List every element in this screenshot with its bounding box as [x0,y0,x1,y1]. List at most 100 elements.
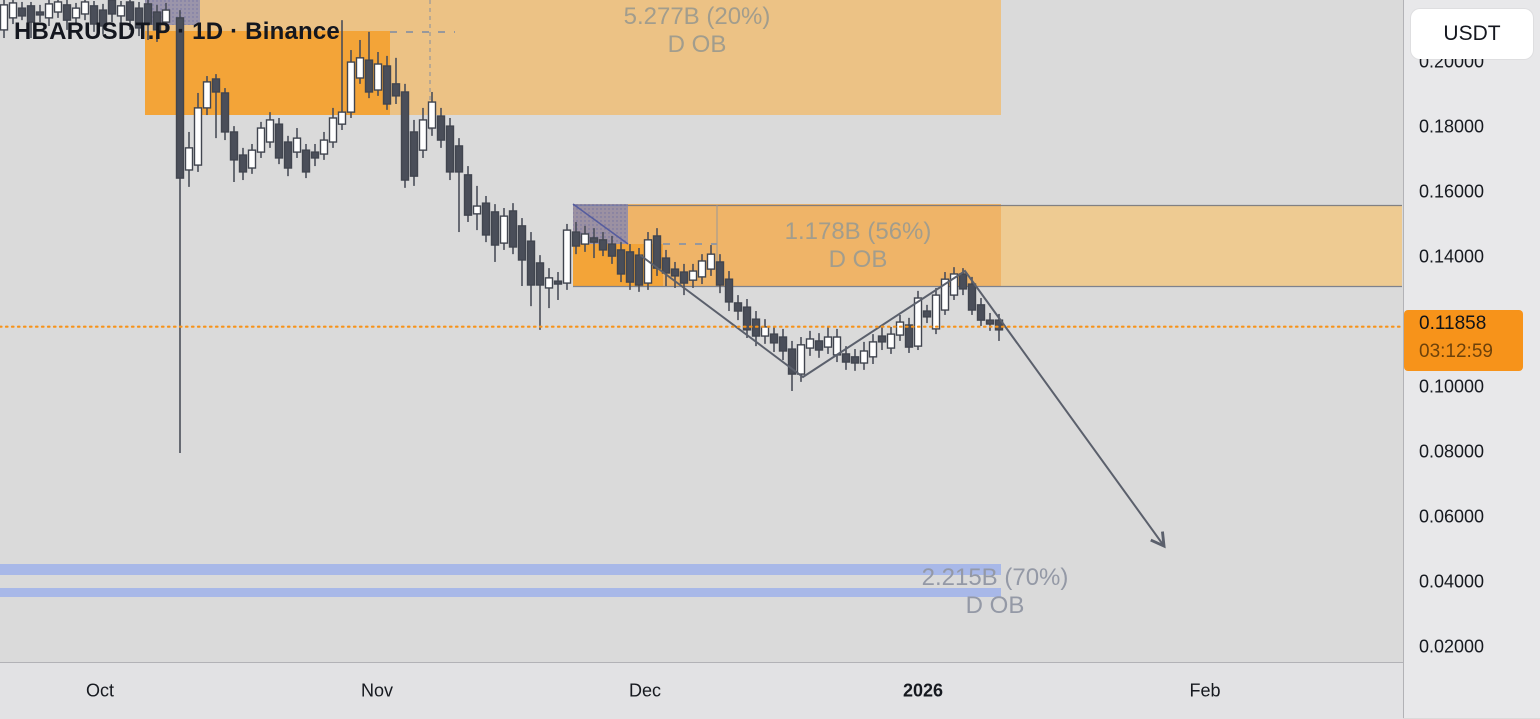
price-tick-label: 0.18000 [1419,116,1485,137]
candle-down [274,123,284,159]
candle-down [589,237,599,243]
candle-down [778,336,788,352]
candlestick-chart[interactable] [0,0,1403,662]
candle-down [62,4,72,21]
candle-down [625,251,635,283]
bar-countdown: 03:12:59 [1419,340,1493,362]
candle-up [499,215,509,244]
candle-down [17,7,27,17]
candle-down [571,231,581,247]
candle-up [161,9,171,23]
currency-toggle-button[interactable]: USDT [1411,9,1533,59]
candle-up [931,294,941,330]
candle-up [337,111,347,125]
candle-down [89,5,99,25]
candle-down [436,115,446,141]
price-tick-label: 0.06000 [1419,506,1485,527]
candle-up [319,139,329,155]
candle-up [886,333,896,349]
candle-up [355,57,365,79]
candle-up [949,273,959,296]
price-tick-label: 0.08000 [1419,441,1485,462]
candle-down [143,3,153,25]
candle-up [80,1,90,15]
daily-ob-lower-zone [0,564,1001,575]
candle-down [985,319,995,325]
candle-down [661,257,671,274]
candle-up [247,149,257,169]
candle-up [760,326,770,337]
candle-up [472,205,482,215]
time-tick-label: Feb [1189,680,1221,701]
candle-down [364,59,374,93]
candle-up [256,127,266,153]
candle-up [868,341,878,358]
candle-down [733,302,743,312]
candle-down [742,306,752,331]
candle-down [607,243,617,257]
last-price-badge: 0.11858 03:12:59 [1404,309,1523,371]
candle-down [229,131,239,161]
candle-down [382,65,392,105]
candle-down [679,271,689,284]
candle-up [544,277,554,289]
candle-up [0,4,9,31]
candle-down [877,335,887,343]
candle-down [107,0,117,15]
price-axis[interactable]: 0.11858 03:12:59 0.20000 0.18000 0.16000 0.… [1403,0,1540,718]
candle-down [634,254,644,286]
candle-up [940,278,950,311]
candle-down [652,235,662,269]
candle-down [481,202,491,236]
candle-up [697,260,707,278]
candle-down [391,83,401,97]
candle-up [53,1,63,13]
time-axis[interactable]: Oct Nov Dec 2026 Feb [0,662,1403,719]
price-tick-label: 0.10000 [1419,376,1485,397]
candle-up [913,297,923,347]
mitigation-diagonal [572,203,629,245]
symbol-legend-title[interactable]: HBARUSDT.P · 1D · Binance [14,18,340,45]
daily-ob-mid-zone [1001,205,1402,286]
candle-down [454,145,464,173]
candle-up [71,7,81,19]
chart-canvas[interactable]: 5.277B (20%) D OB 1.178B (56%) D OB 2.21… [0,0,1403,662]
candle-down [463,174,473,216]
time-tick-label: Oct [85,680,115,701]
candle-down [175,17,185,179]
time-tick-label: Dec [628,680,662,701]
candle-down [967,283,977,311]
candle-up [688,270,698,281]
candle-up [895,321,905,336]
candle-down [535,262,545,286]
candle-down [301,149,311,173]
candle-down [152,11,162,31]
candle-up [580,233,590,245]
candle-down [220,92,230,133]
candle-down [670,268,680,277]
candle-down [553,280,563,285]
time-tick-label: 2026 [902,680,944,701]
candle-down [904,324,914,348]
candle-down [976,304,986,321]
candle-down [490,211,500,246]
candle-up [796,344,806,375]
candle-down [35,11,45,16]
candle-up [346,61,356,113]
candle-down [994,319,1004,331]
candle-down [787,348,797,375]
candle-up [823,336,833,348]
candle-up [265,119,275,143]
candle-up [184,147,194,171]
candle-down [841,353,851,363]
last-price-value: 0.11858 [1419,312,1487,334]
candle-down [598,239,608,251]
candle-down [517,225,527,261]
candle-up [292,137,302,153]
candle-down [922,310,932,318]
time-tick-label: Nov [360,680,394,701]
candle-down [125,1,135,21]
projection-arrow[interactable] [639,254,1166,549]
candle-up [116,5,126,17]
candle-down [134,7,144,29]
